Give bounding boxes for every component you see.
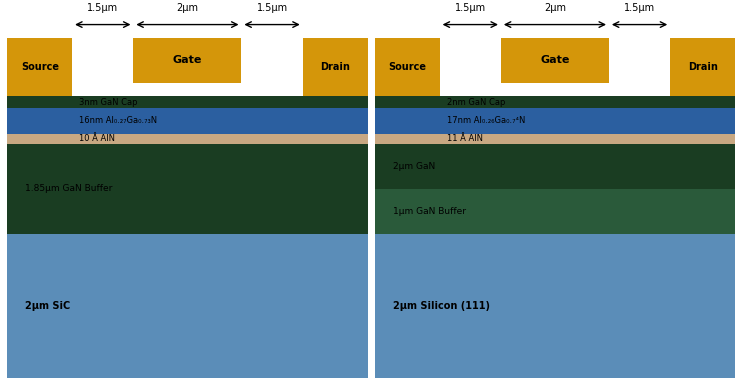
Bar	[303, 38, 368, 96]
Bar	[241, 38, 303, 96]
Text: 3nm GaN Cap: 3nm GaN Cap	[79, 98, 138, 107]
Text: 1μm GaN Buffer: 1μm GaN Buffer	[392, 207, 466, 216]
Bar	[375, 144, 735, 189]
Text: 1.5μm: 1.5μm	[624, 3, 655, 13]
Text: 1.85μm GaN Buffer: 1.85μm GaN Buffer	[25, 184, 112, 194]
Bar	[440, 38, 501, 96]
Bar	[7, 38, 72, 96]
Text: 10 Å AlN: 10 Å AlN	[79, 135, 115, 143]
Bar	[375, 189, 735, 234]
Text: Gate: Gate	[173, 56, 202, 65]
Text: 2μm SiC: 2μm SiC	[25, 301, 71, 311]
Bar	[501, 38, 609, 83]
Bar	[375, 134, 735, 144]
Text: 2μm: 2μm	[176, 3, 198, 13]
Text: 2μm: 2μm	[544, 3, 566, 13]
Text: Drain: Drain	[688, 62, 717, 72]
Text: 11 Å AlN: 11 Å AlN	[447, 135, 483, 143]
Bar	[670, 38, 735, 96]
Text: 2nm GaN Cap: 2nm GaN Cap	[447, 98, 505, 107]
Text: 1.5μm: 1.5μm	[257, 3, 287, 13]
Bar	[72, 38, 133, 96]
Bar	[7, 234, 368, 378]
Text: Source: Source	[21, 62, 59, 72]
Text: 2μm GaN: 2μm GaN	[392, 162, 435, 171]
Bar	[134, 38, 241, 83]
Text: Source: Source	[388, 62, 426, 72]
Text: 2μm Silicon (111): 2μm Silicon (111)	[392, 301, 490, 311]
Bar	[375, 96, 735, 108]
Text: 17nm Al₀.₂₆Ga₀.₇⁴N: 17nm Al₀.₂₆Ga₀.₇⁴N	[447, 116, 526, 125]
Bar	[7, 96, 368, 108]
Bar	[7, 134, 368, 144]
Text: Gate: Gate	[540, 56, 570, 65]
Bar	[609, 38, 670, 96]
Text: 16nm Al₀.₂₇Ga₀.₇₃N: 16nm Al₀.₂₇Ga₀.₇₃N	[79, 116, 157, 125]
Bar	[375, 234, 735, 378]
Bar	[375, 38, 440, 96]
Text: 1.5μm: 1.5μm	[455, 3, 486, 13]
Text: Drain: Drain	[320, 62, 350, 72]
Bar	[7, 144, 368, 234]
Bar	[375, 108, 735, 134]
Text: 1.5μm: 1.5μm	[87, 3, 118, 13]
Bar	[7, 108, 368, 134]
